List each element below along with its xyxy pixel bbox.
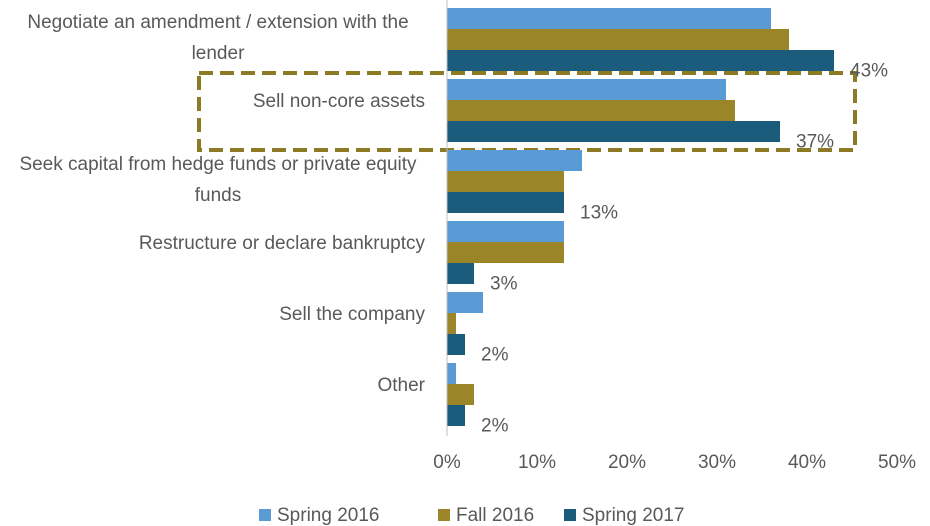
bar	[447, 121, 780, 142]
legend-label: Spring 2016	[277, 505, 379, 526]
category-label-box: Sell the company	[279, 282, 425, 346]
bar	[447, 221, 564, 242]
y-tick-label: Restructure or declare bankruptcy	[138, 232, 425, 254]
y-tick-label: Sell the company	[279, 303, 425, 325]
value-label: 2%	[481, 345, 509, 366]
category-label-box: Sell non-core assets	[253, 69, 425, 133]
value-label: 43%	[850, 61, 888, 82]
bar	[447, 171, 564, 192]
bar	[447, 292, 483, 313]
bar	[447, 242, 564, 263]
bar	[447, 263, 474, 284]
y-tick-label: Other	[377, 374, 425, 396]
value-label: 13%	[580, 203, 618, 224]
category-label-box: Other	[377, 353, 425, 417]
legend-swatch	[438, 509, 450, 521]
value-label: 2%	[481, 416, 509, 437]
bar	[447, 313, 456, 334]
value-label: 3%	[490, 274, 518, 295]
bar	[447, 8, 771, 29]
category-label-box: Restructure or declare bankruptcy	[139, 211, 425, 275]
bar	[447, 50, 834, 71]
x-tick-label: 10%	[518, 452, 556, 473]
x-tick-label: 20%	[608, 452, 646, 473]
legend-label: Fall 2016	[456, 505, 534, 526]
x-tick-label: 0%	[433, 452, 461, 473]
y-tick-label: Seek capital from hedge funds or private…	[19, 154, 417, 206]
legend-label: Spring 2017	[582, 505, 684, 526]
legend-swatch	[564, 509, 576, 521]
bar	[447, 363, 456, 384]
y-tick-label: Negotiate an amendment / extension with …	[27, 12, 409, 64]
x-tick-label: 50%	[878, 452, 916, 473]
x-tick-label: 40%	[788, 452, 826, 473]
y-tick-label: Sell non-core assets	[252, 90, 425, 112]
bar	[447, 100, 735, 121]
bar	[447, 29, 789, 50]
category-label-box: Negotiate an amendment / extension with …	[11, 6, 425, 70]
bar	[447, 405, 465, 426]
bar	[447, 150, 582, 171]
x-tick-label: 30%	[698, 452, 736, 473]
bar	[447, 334, 465, 355]
legend-swatch	[259, 509, 271, 521]
value-label: 37%	[796, 132, 834, 153]
bar	[447, 79, 726, 100]
bar	[447, 192, 564, 213]
category-label-box: Seek capital from hedge funds or private…	[11, 148, 425, 212]
bar	[447, 384, 474, 405]
